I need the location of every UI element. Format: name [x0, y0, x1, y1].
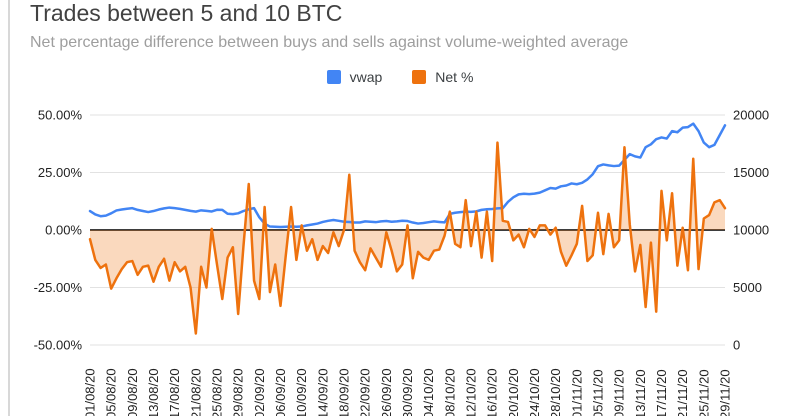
x-axis-tick-label: 17/08/20 — [167, 368, 182, 416]
y-axis-left-labels: 50.00% 25.00% 0.00% -25.00% -50.00% — [34, 108, 83, 353]
net-pct-area — [90, 142, 725, 334]
x-axis-tick-label: 05/08/20 — [104, 368, 119, 416]
x-axis-tick-label: 29/08/20 — [231, 368, 246, 416]
left-axis-tick-label: -25.00% — [34, 280, 83, 295]
legend-label-net-pct: Net % — [435, 69, 474, 85]
x-axis-tick-label: 04/10/20 — [421, 368, 436, 416]
left-axis-tick-label: 25.00% — [38, 165, 83, 180]
right-axis-tick-label: 10000 — [733, 223, 769, 238]
x-axis-tick-label: 22/09/20 — [358, 368, 373, 416]
x-axis-tick-label: 24/10/20 — [527, 368, 542, 416]
x-axis-labels: 01/08/20 05/08/20 09/08/20 13/08/20 17/08/20… — [83, 368, 733, 416]
x-axis-tick-label: 02/09/20 — [252, 368, 267, 416]
net-pct-line — [88, 141, 727, 335]
x-axis-tick-label: 01/08/20 — [83, 368, 98, 416]
right-axis-tick-label: 15000 — [733, 165, 769, 180]
x-axis-tick-label: 29/11/20 — [718, 369, 733, 416]
left-axis-tick-label: 0.00% — [45, 223, 82, 238]
y-axis-right-labels: 20000 15000 10000 5000 0 — [733, 108, 769, 353]
x-axis-tick-label: 30/09/20 — [400, 368, 415, 416]
x-axis-tick-label: 13/11/20 — [633, 369, 648, 416]
x-axis-tick-label: 13/08/20 — [146, 368, 161, 416]
x-axis-tick-label: 26/09/20 — [379, 368, 394, 416]
x-axis-tick-label: 21/11/20 — [675, 369, 690, 416]
x-axis-tick-label: 09/11/20 — [612, 369, 627, 416]
x-axis-tick-label: 08/10/20 — [442, 368, 457, 416]
x-axis-tick-label: 25/11/20 — [696, 369, 711, 416]
x-axis-tick-label: 20/10/20 — [506, 368, 521, 416]
x-axis-tick-label: 28/10/20 — [548, 368, 563, 416]
right-axis-tick-label: 5000 — [733, 280, 762, 295]
chart-subtitle: Net percentage difference between buys a… — [30, 34, 629, 51]
net-pct-series-swatch-icon — [412, 70, 427, 84]
x-axis-tick-label: 17/11/20 — [654, 369, 669, 416]
left-axis-tick-label: 50.00% — [38, 108, 83, 123]
legend-item-net-pct: Net % — [412, 69, 473, 85]
x-axis-tick-label: 21/08/20 — [188, 368, 203, 416]
chart-title: Trades between 5 and 10 BTC — [30, 0, 343, 26]
right-axis-tick-label: 0 — [733, 338, 740, 353]
legend-label-vwap: vwap — [349, 69, 383, 85]
x-axis-tick-label: 10/09/20 — [294, 368, 309, 416]
x-axis-tick-label: 06/09/20 — [273, 368, 288, 416]
x-axis-tick-label: 16/10/20 — [485, 368, 500, 416]
right-axis-tick-label: 20000 — [733, 108, 769, 123]
left-axis-tick-label: -50.00% — [34, 338, 83, 353]
x-axis-tick-label: 01/11/20 — [569, 369, 584, 416]
x-axis-tick-label: 05/11/20 — [591, 369, 606, 416]
window-edge-divider — [8, 0, 10, 416]
chart-legend: vwap Net % — [0, 69, 800, 85]
vwap-line — [88, 122, 727, 229]
x-axis-tick-label: 14/09/20 — [315, 368, 330, 416]
x-axis-tick-label: 25/08/20 — [210, 368, 225, 416]
legend-item-vwap: vwap — [326, 69, 383, 85]
x-axis-tick-label: 12/10/20 — [464, 368, 479, 416]
x-axis-tick-label: 09/08/20 — [125, 368, 140, 416]
x-axis-tick-label: 18/09/20 — [337, 368, 352, 416]
vwap-series-swatch-icon — [326, 70, 341, 84]
